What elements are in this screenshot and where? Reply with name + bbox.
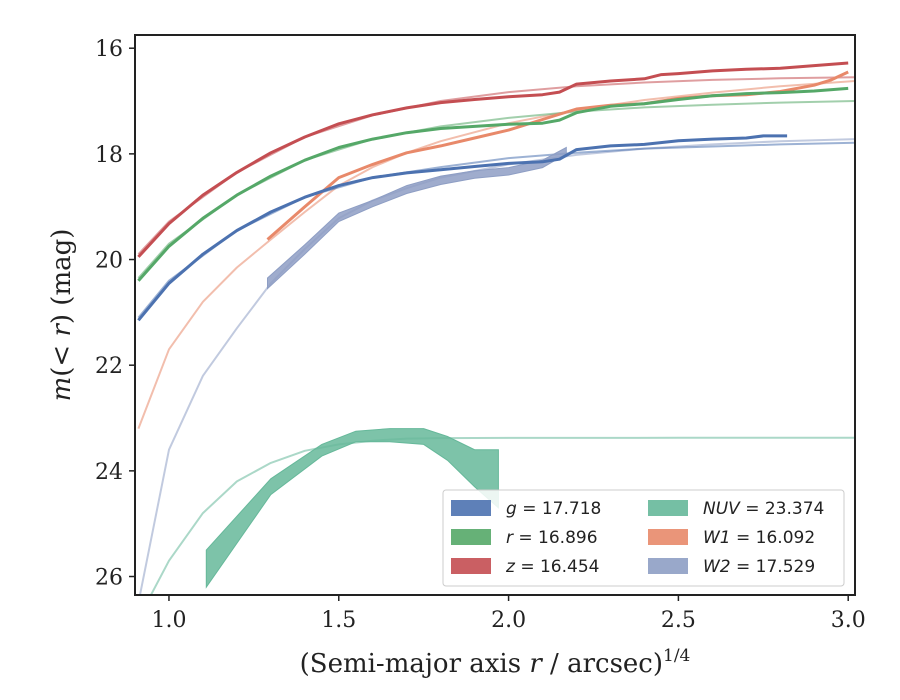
x-axis-label: (Semi-major axis r / arcsec)1/4	[300, 646, 691, 679]
x-axis-label-var: r	[529, 649, 543, 679]
legend-label-r: r = 16.896	[506, 528, 598, 548]
legend-swatch-g	[451, 500, 491, 516]
y-tick-label: 20	[95, 249, 123, 274]
x-tick-label: 2.5	[661, 608, 696, 633]
legend-label-nuv: NUV = 23.374	[703, 499, 824, 519]
y-axis-label-lt: <	[47, 337, 77, 367]
legend-swatch-w2	[648, 558, 688, 574]
plot-frame	[134, 34, 856, 596]
series-layer	[137, 61, 855, 595]
y-tick-label: 26	[95, 566, 123, 591]
ticks-layer: 1.0 1.5 2.0 2.5 3.0 16 18 20 22 24 26	[95, 37, 866, 633]
legend: g = 17.718 r = 16.896 z = 16.454 NUV = 23.3…	[442, 489, 845, 587]
legend-swatch-w1	[648, 529, 688, 545]
x-tick-label: 3.0	[831, 608, 866, 633]
y-tick-label: 22	[95, 354, 123, 379]
x-axis-label-main: (Semi-major axis	[300, 649, 530, 679]
x-tick-label: 1.0	[151, 608, 186, 633]
legend-label-w1: W1 = 16.092	[703, 528, 815, 548]
legend-swatch-r	[451, 529, 491, 545]
y-axis-label: m(< r) (mag)	[47, 229, 77, 402]
observed-line-r	[137, 86, 849, 282]
legend-swatch-z	[451, 558, 491, 574]
y-tick-label: 24	[95, 460, 123, 485]
x-axis-label-rest: / arcsec)	[542, 649, 663, 679]
legend-label-z: z = 16.454	[505, 557, 599, 577]
y-axis-label-r: r	[47, 323, 77, 337]
y-axis-label-close: )	[47, 314, 77, 324]
y-axis-label-unit: (mag)	[47, 229, 77, 314]
y-axis-label-open: (	[47, 367, 77, 377]
legend-label-g: g = 17.718	[506, 499, 601, 519]
observed-line-g	[137, 134, 788, 322]
y-tick-label: 16	[95, 37, 123, 62]
y-axis-label-m: m	[47, 377, 77, 402]
x-tick-label: 1.5	[321, 608, 356, 633]
x-tick-label: 2.0	[491, 608, 526, 633]
legend-swatch-nuv	[648, 500, 688, 516]
observed-line-z	[137, 61, 849, 258]
x-axis-label-sup: 1/4	[663, 646, 690, 666]
y-tick-label: 18	[95, 143, 123, 168]
legend-label-w2: W2 = 17.529	[703, 557, 815, 577]
band-w2	[267, 146, 567, 290]
legend-box	[442, 489, 845, 587]
